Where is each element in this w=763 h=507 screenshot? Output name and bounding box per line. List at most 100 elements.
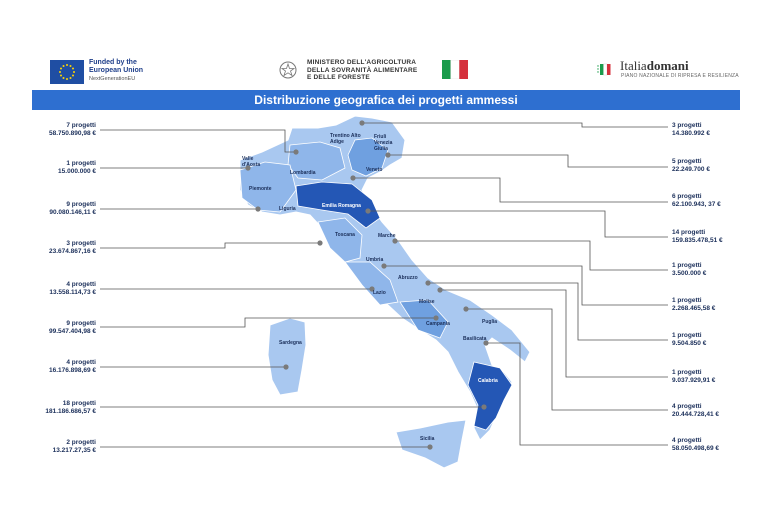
left-label-7: 4 progetti 16.176.898,69 €	[4, 359, 96, 375]
region-friuli: Friuli Venezia Giulia	[374, 134, 393, 152]
right-label-4-count: 14 progetti	[672, 229, 706, 236]
italian-flag-icon	[442, 59, 468, 80]
region-liguria: Liguria	[279, 206, 296, 212]
right-label-1-amount: 14.380.992 €	[672, 130, 710, 137]
italiadomani-logo-icon	[596, 62, 614, 76]
left-label-7-amount: 16.176.898,69 €	[49, 367, 96, 374]
emilia-romagna-shape	[295, 181, 381, 229]
right-label-3: 6 progetti 62.100.943, 37 €	[672, 193, 752, 209]
right-label-2-count: 5 progetti	[672, 158, 702, 165]
left-label-9-count: 2 progetti	[66, 439, 96, 446]
toscana-shape	[317, 217, 363, 263]
right-label-10-count: 4 progetti	[672, 437, 702, 444]
right-label-10-amount: 58.050.498,69 €	[672, 445, 719, 452]
sicilia-shape	[395, 419, 467, 469]
right-label-7-count: 1 progetti	[672, 332, 702, 339]
title-band	[32, 90, 740, 110]
region-molise: Molise	[419, 299, 435, 305]
eu-line-2: European Union	[89, 67, 144, 74]
region-piemonte: Piemonte	[249, 186, 272, 192]
right-label-8-amount: 9.037.929,91 €	[672, 377, 716, 384]
left-label-2-amount: 15.000.000 €	[58, 168, 96, 175]
left-label-1-amount: 58.750.890,98 €	[49, 130, 96, 137]
right-label-7: 1 progetti 9.504.850 €	[672, 332, 752, 348]
right-label-1-count: 3 progetti	[672, 122, 702, 129]
left-label-8: 18 progetti 181.186.686,57 €	[4, 400, 96, 416]
right-label-5-amount: 3.500.000 €	[672, 270, 707, 277]
region-abruzzo: Abruzzo	[398, 275, 418, 281]
right-label-1: 3 progetti 14.380.992 €	[672, 122, 752, 138]
left-label-6-count: 9 progetti	[66, 320, 96, 327]
ministero-line-2: DELLA SOVRANITÀ ALIMENTARE	[307, 66, 418, 74]
region-toscana: Toscana	[335, 232, 355, 238]
ministero-line-1: MINISTERO DELL'AGRICOLTURA	[307, 59, 417, 66]
italiadomani-name-a: Italia	[620, 58, 647, 73]
italiadomani-subtitle: PIANO NAZIONALE DI RIPRESA E RESILIENZA	[621, 73, 739, 79]
left-label-1-count: 7 progetti	[66, 122, 96, 129]
region-trentino: Trentino Alto Adige	[330, 133, 361, 145]
right-label-5-count: 1 progetti	[672, 262, 702, 269]
right-label-3-amount: 62.100.943, 37 €	[672, 201, 721, 208]
left-label-9-amount: 13.217.27,35 €	[52, 447, 96, 454]
region-calabria: Calabria	[478, 378, 498, 384]
left-label-6: 9 progetti 99.547.404,98 €	[4, 320, 96, 336]
ministero-name: MINISTERO DELL'AGRICOLTURA DELLA SOVRANI…	[307, 59, 417, 82]
right-label-9-amount: 20.444.728,41 €	[672, 411, 719, 418]
left-label-4: 3 progetti 23.674.867,16 €	[4, 240, 96, 256]
region-umbria: Umbria	[366, 257, 384, 263]
eu-line-1: Funded by the	[89, 59, 137, 66]
region-basilicata: Basilicata	[463, 336, 487, 342]
right-label-8: 1 progetti 9.037.929,91 €	[672, 369, 752, 385]
italiadomani-name: Italiadomani	[620, 58, 689, 74]
region-campania: Campania	[426, 321, 450, 327]
right-label-7-amount: 9.504.850 €	[672, 340, 707, 347]
right-label-2: 5 progetti 22.249.700 €	[672, 158, 752, 174]
right-label-9-count: 4 progetti	[672, 403, 702, 410]
left-label-3-count: 9 progetti	[66, 201, 96, 208]
left-label-5-count: 4 progetti	[66, 281, 96, 288]
region-veneto: Veneto	[366, 167, 383, 173]
right-label-9: 4 progetti 20.444.728,41 €	[672, 403, 752, 419]
left-label-5-amount: 13.558.114,73 €	[49, 289, 96, 296]
region-sicilia: Sicilia	[420, 436, 435, 442]
left-label-8-count: 18 progetti	[62, 400, 96, 407]
republic-emblem-icon	[279, 60, 297, 80]
left-label-3: 9 progetti 90.080.146,11 €	[4, 201, 96, 217]
left-label-1: 7 progetti 58.750.890,98 €	[4, 122, 96, 138]
eu-funding-text: Funded by the European Union NextGenerat…	[89, 59, 143, 83]
right-label-6-count: 1 progetti	[672, 297, 702, 304]
left-label-7-count: 4 progetti	[66, 359, 96, 366]
right-label-10: 4 progetti 58.050.498,69 €	[672, 437, 752, 453]
region-emilia-romagna: Emilia Romagna	[322, 203, 361, 209]
sardegna-shape	[267, 317, 307, 396]
right-label-6-amount: 2.268.465,58 €	[672, 305, 716, 312]
region-lazio: Lazio	[373, 290, 386, 296]
eu-flag-logo	[50, 60, 84, 84]
calabria-shape	[467, 361, 513, 431]
italiadomani-name-b: domani	[646, 58, 689, 73]
region-sardegna: Sardegna	[279, 340, 302, 346]
lazio-shape	[344, 261, 399, 306]
left-label-4-count: 3 progetti	[66, 240, 96, 247]
right-label-4-amount: 159.835.478,51 €	[672, 237, 723, 244]
left-label-3-amount: 90.080.146,11 €	[49, 209, 96, 216]
region-valle-aosta: Valle d'Aosta	[242, 156, 261, 168]
right-label-2-amount: 22.249.700 €	[672, 166, 710, 173]
left-label-2: 1 progetti 15.000.000 €	[4, 160, 96, 176]
region-marche: Marche	[378, 233, 396, 239]
right-label-6: 1 progetti 2.268.465,58 €	[672, 297, 752, 313]
left-label-5: 4 progetti 13.558.114,73 €	[4, 281, 96, 297]
left-label-2-count: 1 progetti	[66, 160, 96, 167]
campania-shape	[399, 299, 449, 339]
ministero-line-3: E DELLE FORESTE	[307, 74, 370, 81]
left-label-9: 2 progetti 13.217.27,35 €	[4, 439, 96, 455]
right-label-4: 14 progetti 159.835.478,51 €	[672, 229, 752, 245]
left-label-4-amount: 23.674.867,16 €	[49, 248, 96, 255]
piemonte-shape	[239, 161, 297, 213]
region-lombardia: Lombardia	[290, 170, 316, 176]
veneto-shape	[347, 137, 389, 177]
page-title: Distribuzione geografica dei progetti am…	[254, 93, 518, 107]
right-label-5: 1 progetti 3.500.000 €	[672, 262, 752, 278]
left-label-6-amount: 99.547.404,98 €	[49, 328, 96, 335]
